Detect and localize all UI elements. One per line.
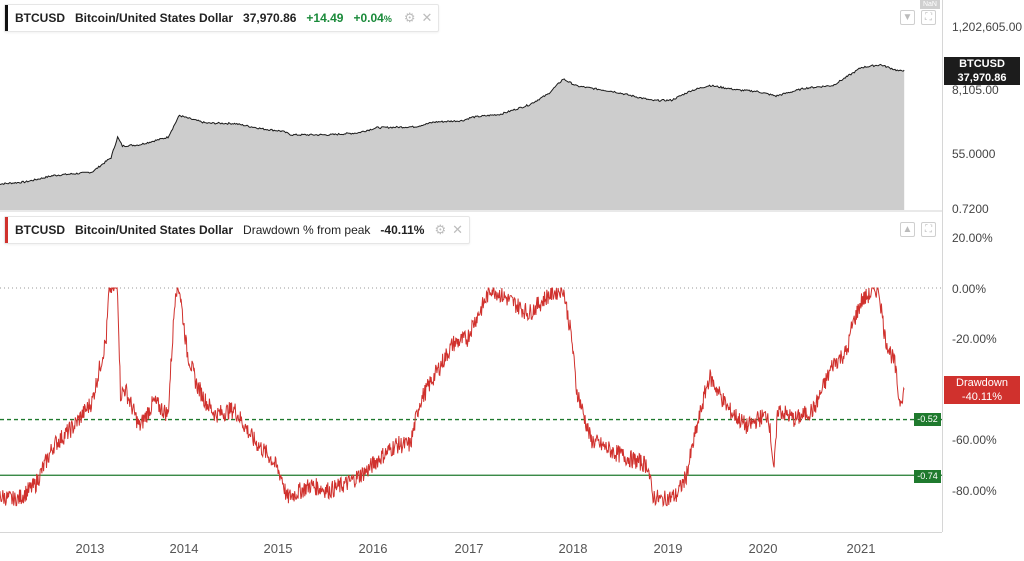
close-icon[interactable]: ✕ <box>421 10 433 25</box>
nan-badge: NaN <box>920 0 940 9</box>
legend-change-pct: +0.04% <box>353 11 391 25</box>
maximize-icon[interactable]: ⛶ <box>921 10 936 25</box>
drawdown-pane[interactable]: BTCUSD Bitcoin/United States Dollar Draw… <box>0 212 942 532</box>
legend-symbol: BTCUSD <box>15 223 65 237</box>
time-axis-tick: 2019 <box>653 541 683 556</box>
time-axis-tick: 2014 <box>169 541 199 556</box>
drawdown-axis-tick: 20.00% <box>952 231 993 245</box>
price-line <box>0 63 905 186</box>
pane-tools-bottom: ▲ ⛶ <box>900 222 936 237</box>
drawdown-value-tag: Drawdown -40.11% <box>944 376 1020 404</box>
price-axis-tick: 8,105.00 <box>952 83 999 97</box>
series-color-marker <box>5 5 8 31</box>
legend-drawdown-value: -40.11% <box>380 223 425 237</box>
move-down-icon[interactable]: ▼ <box>900 10 915 25</box>
price-legend[interactable]: BTCUSD Bitcoin/United States Dollar 37,9… <box>4 4 440 32</box>
last-price-tag-symbol: BTCUSD <box>959 58 1005 70</box>
price-chart[interactable] <box>0 0 942 210</box>
price-area-fill <box>0 64 905 210</box>
time-axis-tick: 2018 <box>558 541 588 556</box>
last-price-tag: BTCUSD 37,970.86 <box>944 57 1020 85</box>
settings-icon[interactable]: ⚙ <box>434 222 447 237</box>
legend-indicator: Drawdown % from peak <box>243 223 371 237</box>
close-icon[interactable]: ✕ <box>452 222 464 237</box>
time-axis-tick: 2021 <box>846 541 876 556</box>
drawdown-axis-tick: -80.00% <box>952 484 997 498</box>
legend-change: +14.49 <box>306 11 344 25</box>
legend-symbol: BTCUSD <box>15 11 65 25</box>
pane-separator[interactable] <box>0 210 942 212</box>
pane-tools-top: ▼ ⛶ <box>900 10 936 25</box>
ref-line-tag-074: -0.74 <box>914 470 941 483</box>
drawdown-tag-value: -40.11% <box>961 391 1003 403</box>
last-price-tag-value: 37,970.86 <box>957 72 1007 84</box>
drawdown-axis-tick: -20.00% <box>952 332 997 346</box>
maximize-icon[interactable]: ⛶ <box>921 222 936 237</box>
time-axis-tick: 2015 <box>263 541 293 556</box>
legend-pct-sign: % <box>383 14 392 24</box>
price-axis-tick: 55.0000 <box>952 147 996 161</box>
price-axis-tick: 0.7200 <box>952 202 989 216</box>
drawdown-tag-label: Drawdown <box>956 377 1008 389</box>
price-pane[interactable]: BTCUSD Bitcoin/United States Dollar 37,9… <box>0 0 942 210</box>
legend-last-price: 37,970.86 <box>243 11 297 25</box>
time-axis-tick: 2016 <box>358 541 388 556</box>
ref-line-tag-052: -0.52 <box>914 413 941 426</box>
drawdown-axis-tick: 0.00% <box>952 282 987 296</box>
settings-icon[interactable]: ⚙ <box>403 10 416 25</box>
legend-name: Bitcoin/United States Dollar <box>75 223 234 237</box>
time-axis-tick: 2020 <box>748 541 778 556</box>
legend-name: Bitcoin/United States Dollar <box>75 11 234 25</box>
price-axis-tick: 1,202,605.00 <box>952 20 1023 34</box>
time-axis-tick: 2017 <box>454 541 484 556</box>
move-up-icon[interactable]: ▲ <box>900 222 915 237</box>
drawdown-line <box>0 286 905 508</box>
legend-change-pct-value: +0.04 <box>353 11 384 25</box>
drawdown-axis-tick: -60.00% <box>952 433 997 447</box>
drawdown-chart[interactable] <box>0 212 942 532</box>
drawdown-legend[interactable]: BTCUSD Bitcoin/United States Dollar Draw… <box>4 216 471 244</box>
time-axis-border <box>0 532 942 533</box>
time-axis-tick: 2013 <box>75 541 105 556</box>
price-axis-border <box>942 0 943 532</box>
series-color-marker <box>5 217 8 243</box>
